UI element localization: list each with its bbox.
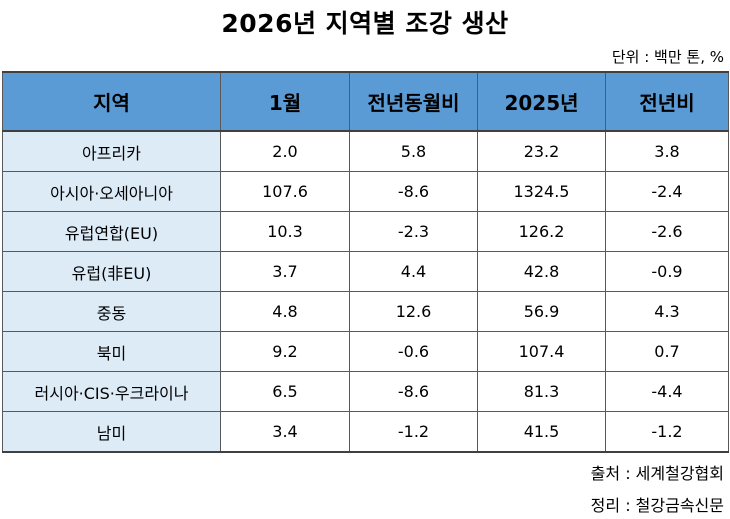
table-row: 아시아·오세아니아 107.6 -8.6 1324.5 -2.4 (2, 171, 729, 212)
cell-january: 9.2 (220, 331, 350, 372)
cell-year-2025: 23.2 (477, 130, 606, 172)
cell-yoy-year: -4.4 (605, 371, 729, 412)
table-row: 유럽연합(EU) 10.3 -2.3 126.2 -2.6 (2, 211, 729, 252)
cell-yoy-year: -2.6 (605, 211, 729, 252)
cell-region: 아프리카 (2, 130, 221, 172)
cell-january: 4.8 (220, 291, 350, 332)
page-title: 2026년 지역별 조강 생산 (221, 9, 509, 38)
cell-january: 3.4 (220, 411, 350, 453)
cell-yoy-month: -0.6 (349, 331, 478, 372)
cell-region: 유럽연합(EU) (2, 211, 221, 252)
header-yoy-month: 전년동월비 (349, 71, 478, 132)
cell-january: 107.6 (220, 171, 350, 212)
source-note: 출처 : 세계철강협회 (590, 464, 724, 483)
steel-production-table: 지역 1월 전년동월비 2025년 전년비 아프리카 2.0 5.8 23.2 … (2, 71, 729, 453)
header-january: 1월 (220, 71, 350, 132)
cell-region: 러시아·CIS·우크라이나 (2, 371, 221, 412)
header-year-2025: 2025년 (477, 71, 606, 132)
cell-year-2025: 126.2 (477, 211, 606, 252)
table-row: 남미 3.4 -1.2 41.5 -1.2 (2, 411, 729, 453)
cell-region: 북미 (2, 331, 221, 372)
table-header-row: 지역 1월 전년동월비 2025년 전년비 (2, 71, 729, 132)
header-yoy-year: 전년비 (605, 71, 729, 132)
cell-region: 중동 (2, 291, 221, 332)
cell-yoy-month: -2.3 (349, 211, 478, 252)
cell-yoy-month: 4.4 (349, 251, 478, 292)
cell-january: 2.0 (220, 130, 350, 172)
cell-yoy-year: 4.3 (605, 291, 729, 332)
table-row: 아프리카 2.0 5.8 23.2 3.8 (2, 130, 729, 172)
cell-yoy-year: -0.9 (605, 251, 729, 292)
table-row: 중동 4.8 12.6 56.9 4.3 (2, 291, 729, 332)
cell-january: 10.3 (220, 211, 350, 252)
cell-yoy-month: -8.6 (349, 371, 478, 412)
unit-label: 단위 : 백만 톤, % (611, 48, 724, 66)
table-row: 북미 9.2 -0.6 107.4 0.7 (2, 331, 729, 372)
header-region: 지역 (2, 71, 221, 132)
cell-yoy-month: -8.6 (349, 171, 478, 212)
cell-january: 6.5 (220, 371, 350, 412)
cell-yoy-year: 3.8 (605, 130, 729, 172)
cell-january: 3.7 (220, 251, 350, 292)
compiled-by-note: 정리 : 철강금속신문 (590, 496, 724, 515)
table-row: 러시아·CIS·우크라이나 6.5 -8.6 81.3 -4.4 (2, 371, 729, 412)
cell-yoy-year: -2.4 (605, 171, 729, 212)
cell-region: 아시아·오세아니아 (2, 171, 221, 212)
cell-year-2025: 42.8 (477, 251, 606, 292)
cell-yoy-month: -1.2 (349, 411, 478, 453)
cell-yoy-year: 0.7 (605, 331, 729, 372)
cell-region: 남미 (2, 411, 221, 453)
cell-yoy-year: -1.2 (605, 411, 729, 453)
cell-yoy-month: 5.8 (349, 130, 478, 172)
cell-year-2025: 1324.5 (477, 171, 606, 212)
cell-yoy-month: 12.6 (349, 291, 478, 332)
cell-year-2025: 56.9 (477, 291, 606, 332)
cell-year-2025: 107.4 (477, 331, 606, 372)
cell-year-2025: 81.3 (477, 371, 606, 412)
table-row: 유럽(非EU) 3.7 4.4 42.8 -0.9 (2, 251, 729, 292)
cell-year-2025: 41.5 (477, 411, 606, 453)
cell-region: 유럽(非EU) (2, 251, 221, 292)
